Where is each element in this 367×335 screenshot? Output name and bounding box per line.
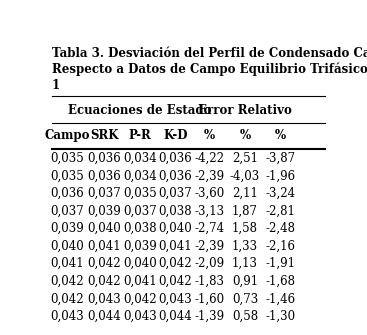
Text: 0,042: 0,042 <box>159 275 192 288</box>
Text: Ecuaciones de Estado: Ecuaciones de Estado <box>68 104 211 117</box>
Text: 0,036: 0,036 <box>87 152 121 165</box>
Text: 0,041: 0,041 <box>159 240 192 253</box>
Text: 0,043: 0,043 <box>50 310 84 323</box>
Text: -1,68: -1,68 <box>266 275 295 288</box>
Text: 0,037: 0,037 <box>159 187 192 200</box>
Text: 1: 1 <box>51 79 60 92</box>
Text: 0,036: 0,036 <box>159 170 192 183</box>
Text: 0,91: 0,91 <box>232 275 258 288</box>
Text: -1,91: -1,91 <box>266 257 295 270</box>
Text: 0,037: 0,037 <box>123 205 157 217</box>
Text: Error Relativo: Error Relativo <box>198 104 292 117</box>
Text: -2,16: -2,16 <box>266 240 295 253</box>
Text: -1,83: -1,83 <box>195 275 224 288</box>
Text: Respecto a Datos de Campo Equilibrio Trifásico del pozo: Respecto a Datos de Campo Equilibrio Tri… <box>51 63 367 76</box>
Text: -1,46: -1,46 <box>265 292 295 305</box>
Text: -3,60: -3,60 <box>194 187 225 200</box>
Text: 0,73: 0,73 <box>232 292 258 305</box>
Text: 0,034: 0,034 <box>123 170 157 183</box>
Text: -3,24: -3,24 <box>265 187 295 200</box>
Text: -4,03: -4,03 <box>230 170 260 183</box>
Text: Campo: Campo <box>44 129 90 142</box>
Text: 0,039: 0,039 <box>87 205 121 217</box>
Text: 0,042: 0,042 <box>87 275 121 288</box>
Text: -2,48: -2,48 <box>266 222 295 235</box>
Text: 0,58: 0,58 <box>232 310 258 323</box>
Text: 0,041: 0,041 <box>123 275 157 288</box>
Text: 0,042: 0,042 <box>87 257 121 270</box>
Text: 0,037: 0,037 <box>50 205 84 217</box>
Text: 0,042: 0,042 <box>159 257 192 270</box>
Text: -3,87: -3,87 <box>265 152 295 165</box>
Text: -1,96: -1,96 <box>265 170 295 183</box>
Text: %: % <box>275 129 286 142</box>
Text: 0,040: 0,040 <box>87 222 121 235</box>
Text: 0,041: 0,041 <box>50 257 84 270</box>
Text: 1,87: 1,87 <box>232 205 258 217</box>
Text: 0,042: 0,042 <box>50 292 84 305</box>
Text: 0,044: 0,044 <box>159 310 192 323</box>
Text: -2,81: -2,81 <box>266 205 295 217</box>
Text: -1,30: -1,30 <box>265 310 295 323</box>
Text: 0,043: 0,043 <box>87 292 121 305</box>
Text: 2,51: 2,51 <box>232 152 258 165</box>
Text: 0,040: 0,040 <box>50 240 84 253</box>
Text: 0,039: 0,039 <box>50 222 84 235</box>
Text: -2,39: -2,39 <box>195 240 225 253</box>
Text: 0,044: 0,044 <box>87 310 121 323</box>
Text: 0,035: 0,035 <box>123 187 157 200</box>
Text: %: % <box>204 129 215 142</box>
Text: 0,035: 0,035 <box>50 170 84 183</box>
Text: 1,33: 1,33 <box>232 240 258 253</box>
Text: 0,035: 0,035 <box>50 152 84 165</box>
Text: P-R: P-R <box>128 129 151 142</box>
Text: 1,13: 1,13 <box>232 257 258 270</box>
Text: -2,09: -2,09 <box>195 257 225 270</box>
Text: 0,037: 0,037 <box>87 187 121 200</box>
Text: -2,74: -2,74 <box>195 222 225 235</box>
Text: %: % <box>239 129 251 142</box>
Text: SRK: SRK <box>90 129 119 142</box>
Text: -2,39: -2,39 <box>195 170 225 183</box>
Text: 0,042: 0,042 <box>50 275 84 288</box>
Text: 0,042: 0,042 <box>123 292 157 305</box>
Text: -1,60: -1,60 <box>195 292 225 305</box>
Text: Tabla 3. Desviación del Perfil de Condensado Calculado: Tabla 3. Desviación del Perfil de Conden… <box>51 47 367 60</box>
Text: 1,58: 1,58 <box>232 222 258 235</box>
Text: 0,043: 0,043 <box>159 292 192 305</box>
Text: 0,041: 0,041 <box>87 240 121 253</box>
Text: -4,22: -4,22 <box>195 152 224 165</box>
Text: 0,040: 0,040 <box>123 257 157 270</box>
Text: K-D: K-D <box>163 129 188 142</box>
Text: 0,043: 0,043 <box>123 310 157 323</box>
Text: 0,039: 0,039 <box>123 240 157 253</box>
Text: 0,040: 0,040 <box>159 222 192 235</box>
Text: -3,13: -3,13 <box>195 205 225 217</box>
Text: 0,036: 0,036 <box>87 170 121 183</box>
Text: 0,036: 0,036 <box>50 187 84 200</box>
Text: 0,036: 0,036 <box>159 152 192 165</box>
Text: 0,038: 0,038 <box>123 222 157 235</box>
Text: 0,034: 0,034 <box>123 152 157 165</box>
Text: 0,038: 0,038 <box>159 205 192 217</box>
Text: 2,11: 2,11 <box>232 187 258 200</box>
Text: -1,39: -1,39 <box>195 310 225 323</box>
